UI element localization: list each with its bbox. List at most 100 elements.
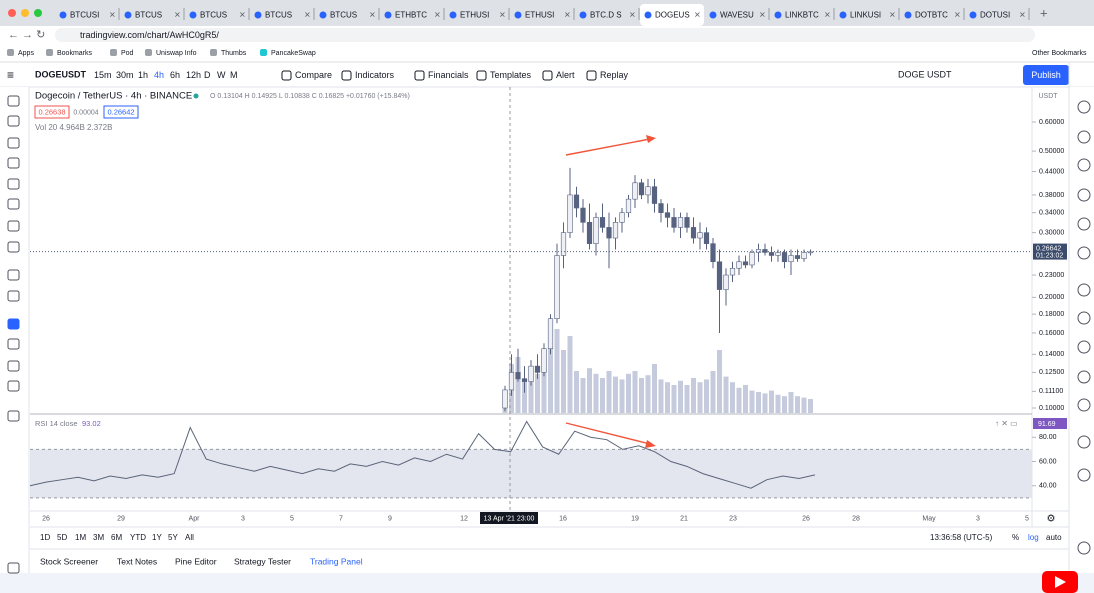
panel-tab[interactable]: Pine Editor [175, 556, 217, 566]
sidebar-tool[interactable] [1077, 246, 1091, 260]
sidebar-tool[interactable] [1077, 188, 1091, 202]
tab-close[interactable]: ✕ [954, 11, 961, 20]
sidebar-tool[interactable] [1077, 158, 1091, 172]
trend-arrow[interactable] [565, 138, 651, 156]
tab-close[interactable]: ✕ [889, 11, 896, 20]
drawing-tool[interactable] [7, 137, 20, 149]
sidebar-tool[interactable] [1077, 217, 1091, 231]
interval[interactable]: 6h [170, 70, 180, 80]
tab[interactable] [770, 4, 834, 26]
range-button[interactable]: 5D [57, 533, 67, 542]
range-button[interactable]: 1Y [152, 533, 162, 542]
axis-settings[interactable]: ⚙ [1047, 514, 1056, 525]
interval[interactable]: 12h [186, 70, 201, 80]
panel-tab[interactable]: Trading Panel [310, 556, 363, 566]
bookmark[interactable]: Uniswap Info [156, 50, 197, 57]
tab-close[interactable]: ✕ [824, 11, 831, 20]
tab[interactable] [900, 4, 964, 26]
sidebar-tool[interactable] [1077, 468, 1091, 482]
bookmark[interactable]: PancakeSwap [271, 50, 316, 57]
range-button[interactable]: 3M [93, 533, 104, 542]
drawing-tool[interactable] [7, 338, 20, 350]
tab[interactable] [250, 4, 314, 26]
bookmark[interactable]: Bookmarks [57, 50, 93, 57]
sidebar-tool[interactable] [1077, 283, 1091, 297]
drawing-tool[interactable] [7, 360, 20, 372]
toolbar-button[interactable]: Compare [295, 70, 332, 80]
tab[interactable] [575, 4, 639, 26]
tab-close[interactable]: ✕ [239, 11, 246, 20]
toolbar-button[interactable]: Replay [600, 70, 629, 80]
tab-close[interactable]: ✕ [694, 11, 701, 20]
range-button[interactable]: YTD [130, 533, 146, 542]
toolbar-button[interactable]: Indicators [355, 70, 395, 80]
drawing-tool[interactable] [7, 178, 20, 190]
bid-box[interactable] [34, 105, 70, 119]
range-button[interactable]: 5Y [168, 533, 178, 542]
interval[interactable]: 4h [154, 70, 164, 80]
tab-close[interactable]: ✕ [759, 11, 766, 20]
drawing-tool[interactable] [7, 318, 20, 330]
tab-close[interactable]: ✕ [369, 11, 376, 20]
tab[interactable] [965, 4, 1029, 26]
panel-tab[interactable]: Text Notes [117, 556, 157, 566]
panel-tab[interactable]: Strategy Tester [234, 556, 291, 566]
tab-close[interactable]: ✕ [1019, 11, 1026, 20]
bookmark[interactable]: Apps [18, 50, 34, 57]
tab-close[interactable]: ✕ [564, 11, 571, 20]
range-button[interactable]: 1D [40, 533, 50, 542]
tab[interactable] [55, 4, 119, 26]
symbol[interactable]: DOGEUSDT [35, 69, 87, 79]
other-bookmarks[interactable]: Other Bookmarks [1032, 50, 1087, 57]
interval[interactable]: 15m [94, 70, 112, 80]
toolbar-button[interactable]: Alert [556, 70, 575, 80]
tab[interactable] [120, 4, 184, 26]
tab-close[interactable]: ✕ [499, 11, 506, 20]
divergence-arrow[interactable] [565, 422, 651, 445]
sidebar-tool[interactable] [1077, 100, 1091, 114]
bookmark[interactable]: Pod [121, 50, 134, 57]
sidebar-tool[interactable] [1077, 435, 1091, 449]
interval[interactable]: 30m [116, 70, 134, 80]
address-bar[interactable] [55, 28, 1035, 42]
interval[interactable]: D [204, 70, 211, 80]
interval[interactable]: 1h [138, 70, 148, 80]
scale-option[interactable]: % [1012, 533, 1019, 542]
tab[interactable] [445, 4, 509, 26]
sidebar-tool[interactable] [1077, 541, 1091, 555]
drawing-tool[interactable] [7, 562, 20, 574]
tab-close[interactable]: ✕ [629, 11, 636, 20]
interval[interactable]: W [217, 70, 226, 80]
drawing-tool[interactable] [7, 198, 20, 210]
tab-close[interactable]: ✕ [434, 11, 441, 20]
sidebar-tool[interactable] [1077, 311, 1091, 325]
tab[interactable] [185, 4, 249, 26]
ask-box[interactable] [103, 105, 139, 119]
tab[interactable] [835, 4, 899, 26]
new-tab[interactable]: + [1040, 5, 1048, 20]
sidebar-tool[interactable] [1077, 340, 1091, 354]
range-button[interactable]: 6M [111, 533, 122, 542]
tab-close[interactable]: ✕ [174, 11, 181, 20]
pane-controls[interactable]: ↑ ✕ ▭ [995, 419, 1018, 428]
window-minimize[interactable] [21, 9, 29, 17]
drawing-tool[interactable] [7, 241, 20, 253]
tab[interactable] [640, 4, 704, 26]
drawing-tool[interactable] [7, 380, 20, 392]
tab[interactable] [315, 4, 379, 26]
interval[interactable]: M [230, 70, 238, 80]
tab[interactable] [705, 4, 769, 26]
panel-tab[interactable]: Stock Screener [40, 556, 98, 566]
tab[interactable] [380, 4, 444, 26]
drawing-tool[interactable] [7, 410, 20, 422]
drawing-tool[interactable] [7, 290, 20, 302]
drawing-tool[interactable] [7, 115, 20, 127]
tab-close[interactable]: ✕ [109, 11, 116, 20]
nav-buttons[interactable]: ← → ↻ [8, 29, 45, 41]
sidebar-tool[interactable] [1077, 370, 1091, 384]
scale-option[interactable]: auto [1046, 533, 1062, 542]
drawing-tool[interactable] [7, 157, 20, 169]
tab[interactable] [510, 4, 574, 26]
pair[interactable]: DOGE USDT [898, 69, 952, 79]
range-button[interactable]: All [185, 533, 194, 542]
